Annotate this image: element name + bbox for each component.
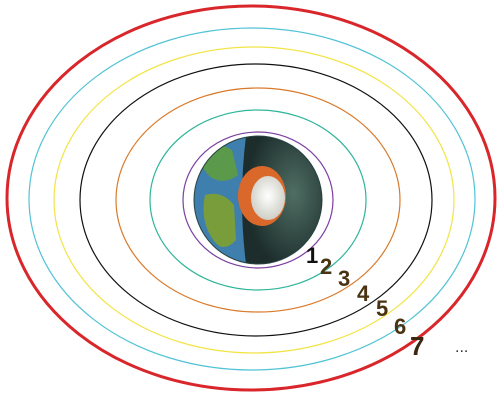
ring-label-7: 7 xyxy=(410,331,424,361)
continent-south xyxy=(203,193,236,248)
orbit-ring-5 xyxy=(53,46,455,354)
ring-label-6: 6 xyxy=(394,314,406,339)
orbit-ring-1 xyxy=(182,131,334,269)
orbit-rings xyxy=(5,4,497,392)
ring-label-4: 4 xyxy=(357,281,370,306)
orbit-ring-2 xyxy=(149,109,367,291)
orbit-ring-7 xyxy=(5,4,497,392)
ring-label-1: 1 xyxy=(306,243,318,268)
orbit-ring-6 xyxy=(28,27,476,371)
inner-core xyxy=(251,176,285,220)
ring-label-2: 2 xyxy=(320,254,332,279)
orbit-ring-4 xyxy=(79,63,433,337)
ring-label-3: 3 xyxy=(338,266,350,291)
continuation-ellipsis: ... xyxy=(455,339,468,356)
orbit-ring-3 xyxy=(115,87,401,313)
ring-label-5: 5 xyxy=(376,296,388,321)
earth-cutaway-icon xyxy=(193,135,323,265)
